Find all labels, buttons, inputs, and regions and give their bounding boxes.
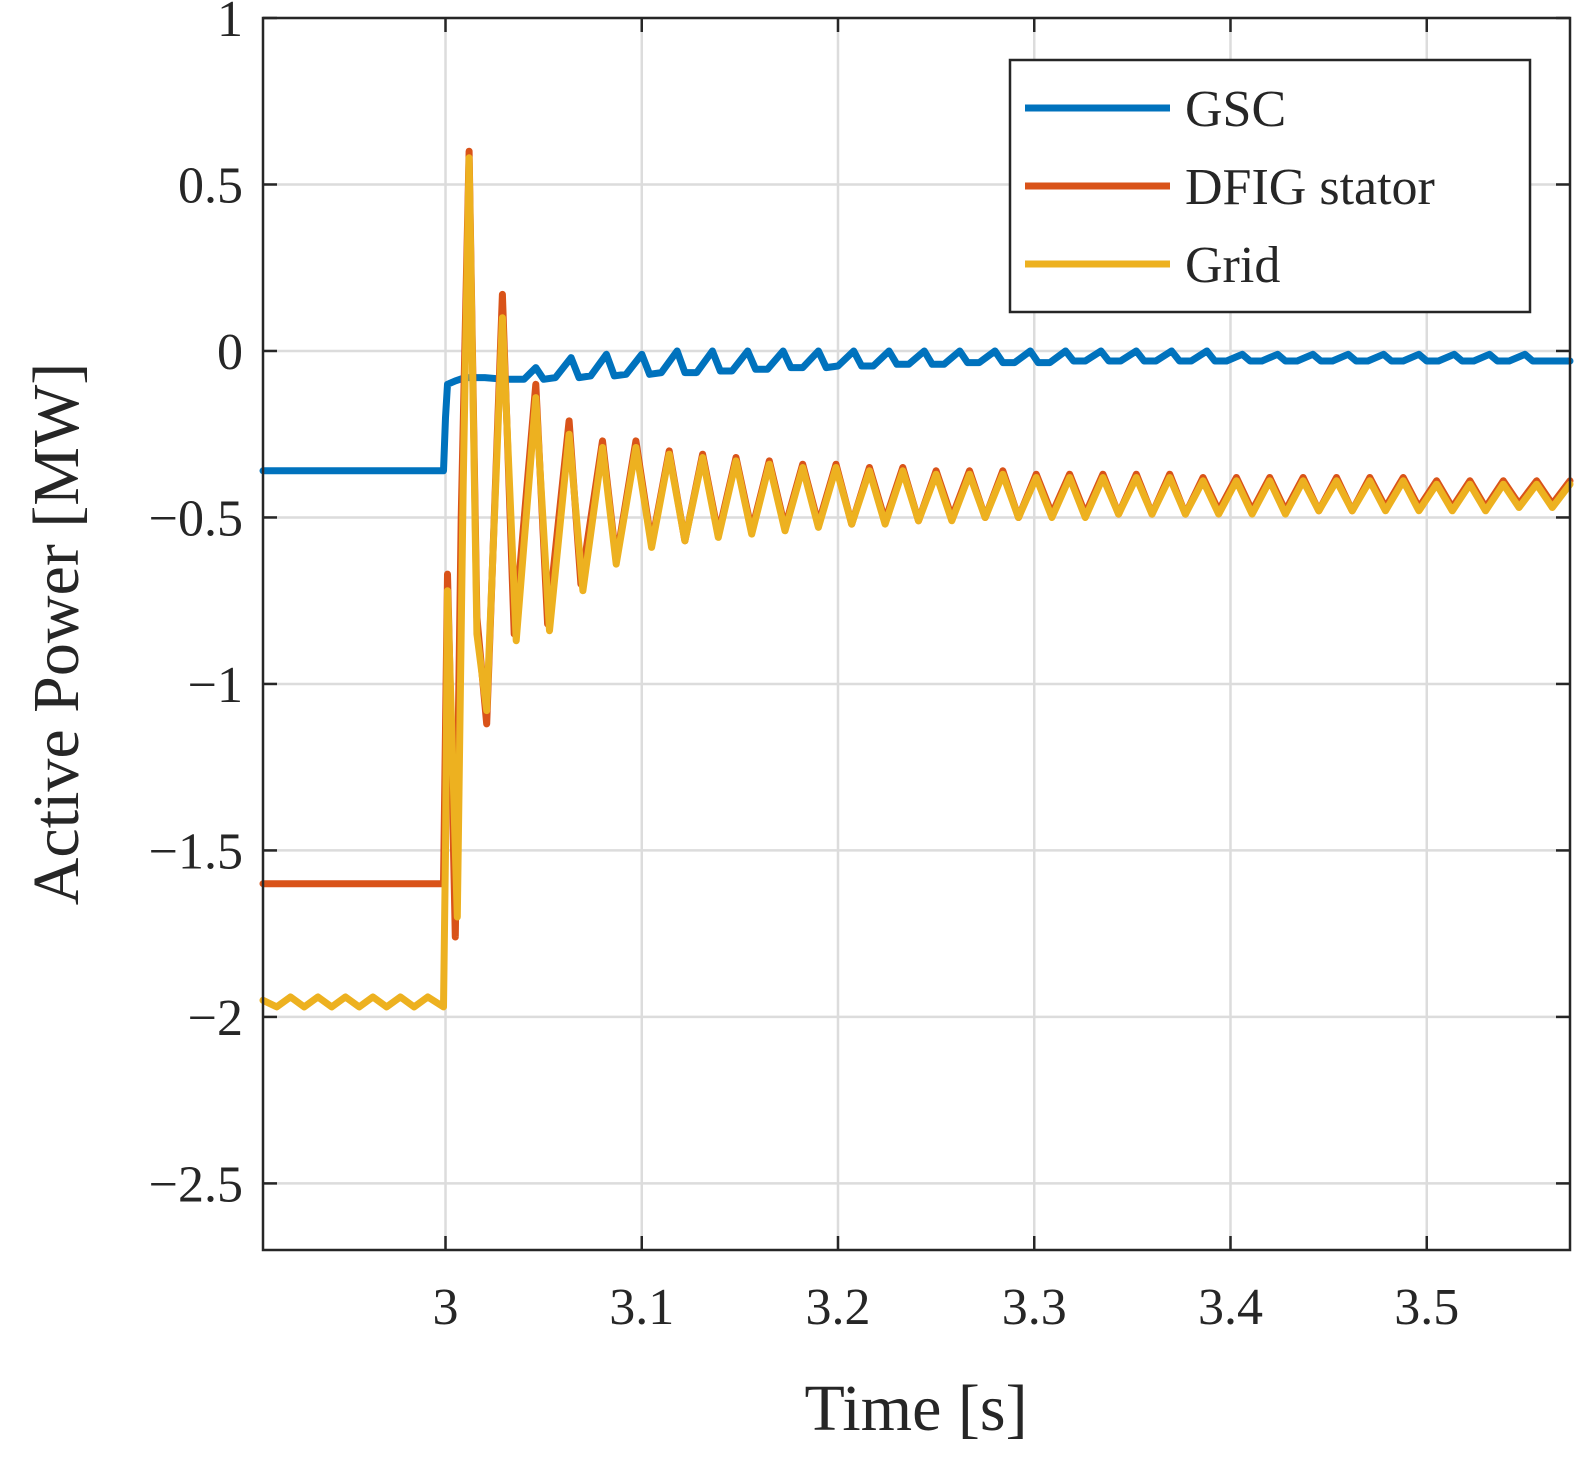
x-tick-label: 3.2 — [806, 1279, 871, 1336]
y-tick-label: −2.5 — [149, 1156, 243, 1213]
legend-entries: GSC DFIG stator Grid — [1025, 81, 1435, 294]
x-tick-label: 3.5 — [1394, 1279, 1459, 1336]
x-tick-label: 3.3 — [1002, 1279, 1067, 1336]
legend-label: DFIG stator — [1185, 159, 1435, 216]
series-lines — [259, 147, 1574, 1011]
y-tick-label: −2 — [188, 990, 243, 1047]
y-tick-label: 0 — [217, 324, 243, 381]
y-tick-label: −0.5 — [149, 490, 243, 547]
x-axis-label: Time [s] — [804, 1372, 1027, 1445]
axis-ticks: 3 3.1 3.2 3.3 3.4 3.5 1 0.5 0 −0.5 −1 −1.5 −2 −2.5 — [149, 0, 1570, 1336]
y-tick-label: 1 — [217, 0, 243, 48]
series-line-gsc — [259, 347, 1574, 475]
x-tick-label: 3.4 — [1198, 1279, 1263, 1336]
x-tick-label: 3 — [433, 1279, 459, 1336]
y-axis-label: Active Power [MW] — [20, 363, 93, 906]
y-tick-label: 0.5 — [178, 157, 243, 214]
y-tick-label: −1 — [188, 657, 243, 714]
x-tick-label: 3.1 — [609, 1279, 674, 1336]
legend-label: GSC — [1185, 81, 1286, 138]
axes-box — [261, 16, 1572, 1252]
y-tick-label: −1.5 — [149, 823, 243, 880]
series-line-grid — [259, 154, 1574, 1011]
legend: GSC DFIG stator Grid — [1008, 58, 1532, 314]
legend-label: Grid — [1185, 237, 1280, 294]
